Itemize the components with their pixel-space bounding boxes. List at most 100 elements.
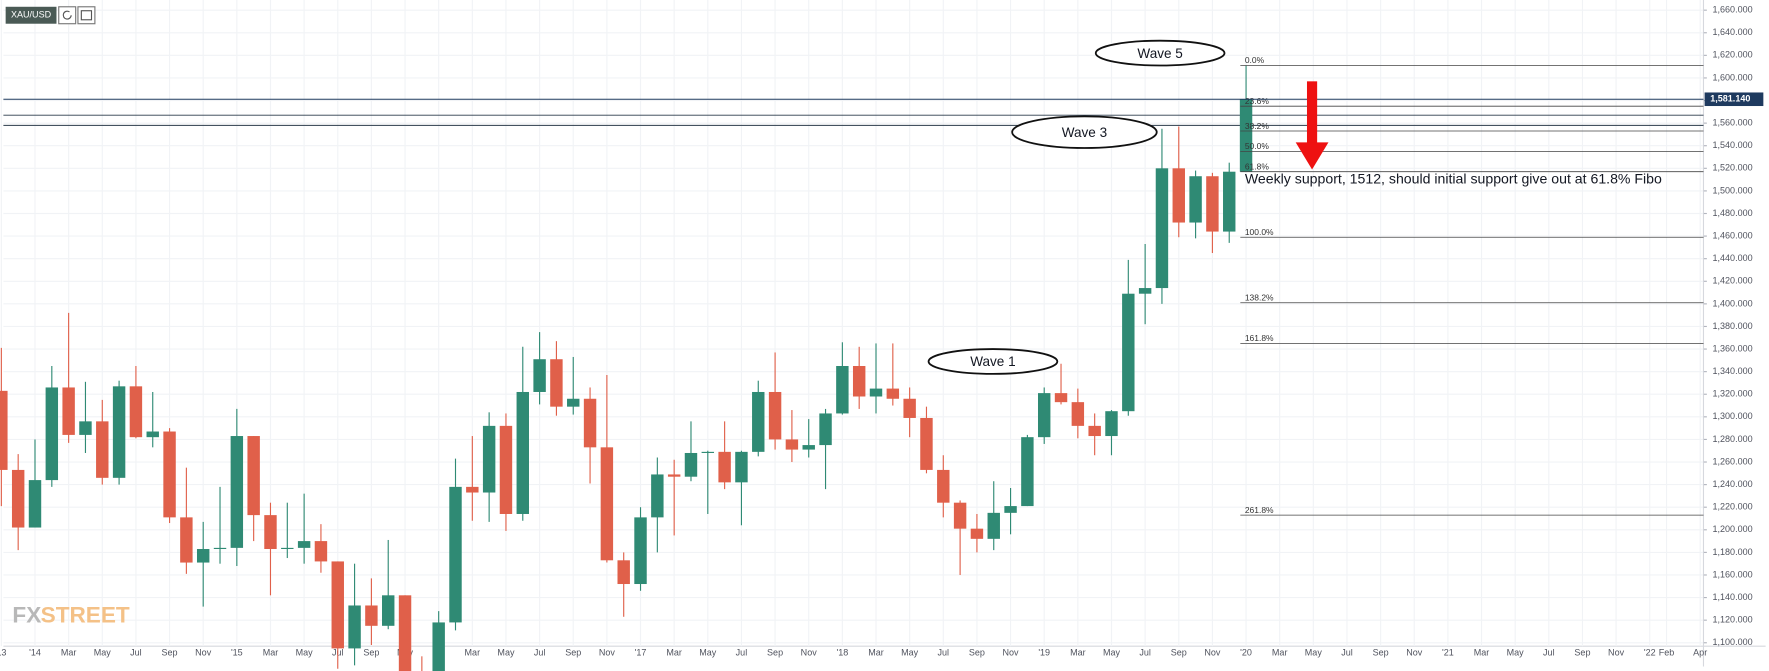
- candle-body: [1206, 176, 1219, 232]
- wave-label: Wave 3: [1062, 125, 1107, 140]
- x-tick-label: Mar: [465, 647, 481, 657]
- y-tick-label: 1,220.000: [1713, 502, 1753, 512]
- x-tick-label: Nov: [1204, 647, 1221, 657]
- y-tick-label: 1,340.000: [1713, 366, 1753, 376]
- candle-body: [213, 547, 227, 549]
- candle-body: [987, 512, 1000, 539]
- candle-body: [1088, 425, 1101, 437]
- candle-body: [28, 480, 42, 528]
- wave-label: Wave 5: [1137, 46, 1182, 61]
- candle-body: [62, 387, 75, 435]
- candle-body: [0, 390, 8, 470]
- candle-body: [701, 451, 715, 453]
- y-tick-label: 1,260.000: [1713, 456, 1753, 466]
- candle-body: [752, 391, 765, 452]
- x-tick-label: May: [1507, 647, 1525, 657]
- candle-body: [297, 541, 311, 548]
- candle-body: [382, 595, 395, 626]
- arrow-shaft: [1306, 81, 1318, 144]
- x-tick-label: Jul: [1341, 647, 1353, 657]
- candle-body: [1037, 393, 1051, 438]
- x-tick-label: May: [1305, 647, 1323, 657]
- x-tick-label: May: [497, 647, 515, 657]
- x-tick-label: '14: [29, 647, 41, 657]
- candle-body: [718, 451, 731, 483]
- x-tick-label: Mar: [61, 647, 77, 657]
- x-tick-label: Mar: [263, 647, 279, 657]
- candle-body: [398, 595, 412, 671]
- x-tick-label: '19: [1038, 647, 1050, 657]
- y-tick-label: 1,540.000: [1713, 140, 1753, 150]
- x-tick-label: Sep: [565, 647, 581, 657]
- candle-body: [836, 366, 849, 414]
- candle-body: [499, 425, 513, 514]
- support-note: Weekly support, 1512, should initial sup…: [1245, 170, 1662, 186]
- y-tick-label: 1,460.000: [1713, 230, 1753, 240]
- x-tick-label: Jul: [1139, 647, 1151, 657]
- plot: [0, 65, 1704, 671]
- candle-body: [903, 398, 916, 418]
- y-tick-label: 1,140.000: [1713, 592, 1753, 602]
- x-tick-label: Mar: [1474, 647, 1490, 657]
- candle-body: [482, 425, 496, 493]
- candle-body: [1172, 168, 1185, 223]
- candle-body: [516, 391, 529, 514]
- last-price-box: [1704, 92, 1764, 107]
- x-tick-label: May: [94, 647, 112, 657]
- candle-body: [583, 398, 597, 448]
- candle-body: [617, 560, 630, 585]
- fib-label: 261.8%: [1245, 505, 1274, 515]
- candle-body: [1071, 402, 1085, 426]
- refresh-button[interactable]: [58, 6, 77, 25]
- fib-label: 50.0%: [1245, 141, 1269, 151]
- candle-body: [802, 445, 815, 450]
- y-tick-label: 1,300.000: [1713, 411, 1753, 421]
- candle-body: [1054, 393, 1068, 403]
- candle-body: [651, 474, 664, 518]
- candle-body: [920, 417, 933, 470]
- x-tick-label: Nov: [1406, 647, 1423, 657]
- x-tick-label: Feb: [1659, 647, 1675, 657]
- symbol-box[interactable]: [5, 6, 57, 24]
- y-tick-label: 1,560.000: [1713, 118, 1753, 128]
- y-tick-label: 1,500.000: [1713, 185, 1753, 195]
- x-tick-label: Jul: [130, 647, 142, 657]
- y-tick-label: 1,440.000: [1713, 253, 1753, 263]
- candle-body: [247, 436, 260, 516]
- y-tick-label: 1,240.000: [1713, 479, 1753, 489]
- x-tick-label: Sep: [969, 647, 985, 657]
- candle-body: [1138, 288, 1152, 294]
- toolbar: XAU/USD: [5, 6, 96, 25]
- background: [3, 0, 1766, 671]
- y-tick-label: 1,480.000: [1713, 208, 1753, 218]
- candle-body: [180, 517, 193, 563]
- candle-body: [768, 391, 782, 440]
- candle-body: [11, 469, 25, 528]
- candle-body: [1021, 437, 1034, 507]
- fib-label: 0.0%: [1245, 55, 1265, 65]
- candle-body: [785, 439, 799, 450]
- x-tick-label: May: [699, 647, 717, 657]
- y-tick-label: 1,320.000: [1713, 389, 1753, 399]
- symbol: XAU/USD: [11, 10, 52, 20]
- y-tick-label: 1,160.000: [1713, 569, 1753, 579]
- candle-body: [1223, 171, 1236, 232]
- fib-label: 38.2%: [1245, 121, 1269, 131]
- x-tick-label: Mar: [666, 647, 682, 657]
- candle-body: [684, 452, 698, 477]
- x-tick-label: Jul: [938, 647, 950, 657]
- x-tick-label: Nov: [195, 647, 212, 657]
- candle-body: [348, 605, 361, 649]
- candle-body: [869, 388, 883, 397]
- candle-body: [281, 547, 294, 549]
- candle-body: [466, 486, 479, 493]
- overlays: 0.0% 23.6% 38.2% 50.0% 61.8% 100.0% 138.2% 161.…: [3, 39, 1764, 516]
- x-tick-label: 13: [0, 647, 6, 657]
- calendar-button[interactable]: [77, 6, 96, 25]
- arrow-head: [1295, 142, 1329, 170]
- candle-body: [45, 387, 59, 481]
- fib-label: 138.2%: [1245, 292, 1274, 302]
- wave-label: Wave 1: [970, 354, 1015, 369]
- candle-body: [449, 486, 462, 623]
